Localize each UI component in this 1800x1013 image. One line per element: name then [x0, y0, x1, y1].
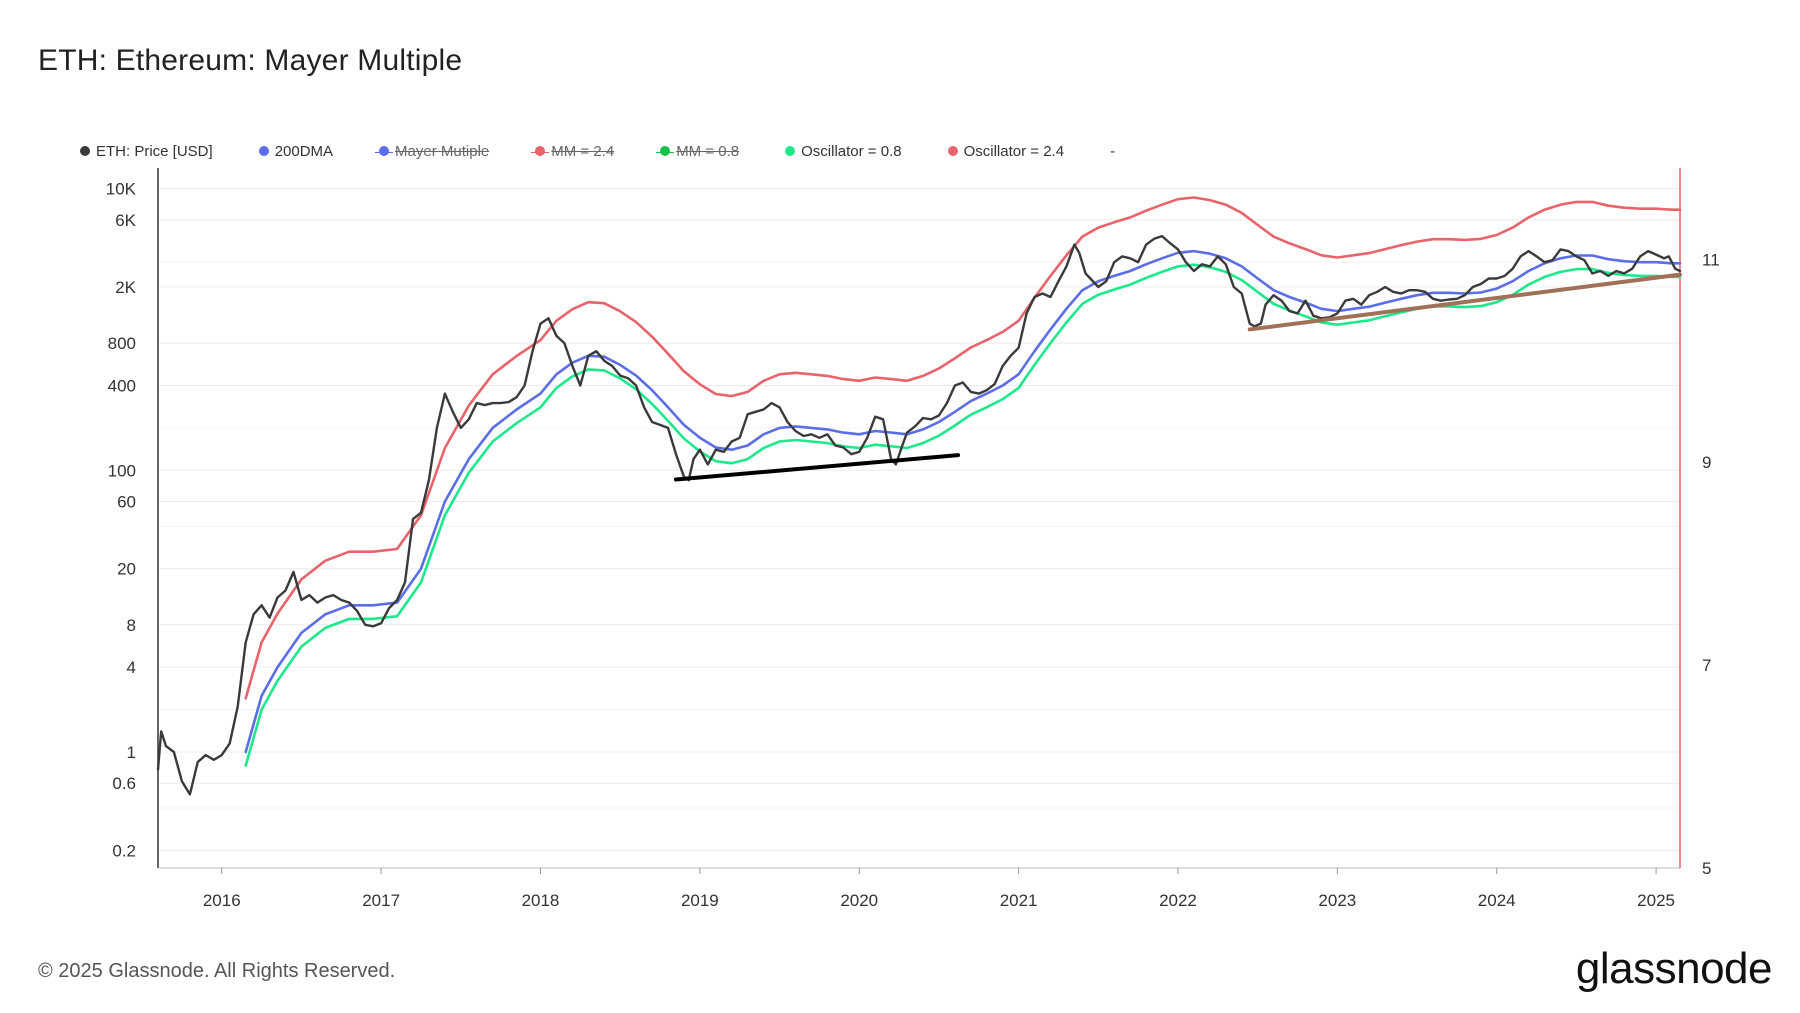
x-tick-label: 2022 — [1159, 891, 1197, 910]
x-tick-label: 2019 — [681, 891, 719, 910]
y-tick-label-right: 5 — [1702, 859, 1711, 878]
y-tick-label: 0.2 — [112, 841, 136, 860]
series-oscillator-0-8 — [244, 263, 1682, 767]
series-200dma — [244, 249, 1682, 754]
legend-label: Oscillator = 0.8 — [801, 142, 902, 160]
series-oscillator-2-4 — [244, 196, 1682, 700]
legend-label: 200DMA — [274, 142, 334, 160]
legend-label: MM = 2.4 — [551, 142, 615, 160]
y-tick-label: 800 — [108, 334, 136, 353]
legend-label: ETH: Price [USD] — [96, 142, 213, 160]
chart-title: ETH: Ethereum: Mayer Multiple — [38, 44, 463, 77]
legend-oscillator-0-8[interactable]: Oscillator = 0.8 — [785, 142, 902, 160]
legend-label: Mayer Mutiple — [395, 142, 490, 160]
series-eth-price — [156, 234, 1682, 796]
legend-200dma[interactable]: 200DMA — [258, 142, 334, 160]
legend-dot-icon — [258, 146, 269, 156]
legend-label: MM = 0.8 — [676, 142, 740, 160]
legend-eth-price[interactable]: ETH: Price [USD] — [80, 143, 213, 160]
x-tick-label: 2023 — [1318, 891, 1356, 910]
legend-strike-icon — [375, 151, 394, 153]
x-tick-label: 2024 — [1478, 891, 1516, 910]
x-tick-label: 2016 — [203, 891, 241, 910]
legend-strike-icon — [656, 151, 675, 153]
x-tick-label: 2018 — [522, 891, 560, 910]
x-tick-label: 2020 — [840, 891, 878, 910]
legend-label: Oscillator = 2.4 — [963, 142, 1065, 160]
x-tick-label: 2025 — [1637, 891, 1675, 910]
legend-dot-icon — [660, 146, 671, 156]
support-line-2019 — [673, 453, 961, 482]
legend-dot-icon — [785, 146, 796, 156]
y-tick-label: 6K — [115, 211, 136, 230]
x-tick-label: 2021 — [1000, 891, 1038, 910]
y-tick-label-right: 11 — [1702, 250, 1720, 269]
legend-label: - — [1110, 142, 1116, 160]
legend-dot-icon — [947, 146, 958, 156]
y-tick-label: 0.6 — [112, 774, 136, 793]
legend-mayer-multiple[interactable]: Mayer Mutiple — [375, 142, 490, 160]
legend-mm-2-4[interactable]: MM = 2.4 — [531, 142, 615, 160]
y-tick-label: 8 — [127, 616, 136, 635]
legend-dot-icon — [80, 146, 90, 156]
support-line-2022-2025 — [1247, 272, 1682, 332]
copyright-text: © 2025 Glassnode. All Rights Reserved. — [38, 960, 396, 982]
legend-dot-icon — [535, 146, 546, 156]
y-tick-label: 1 — [127, 743, 136, 762]
legend-oscillator-2-4[interactable]: Oscillator = 2.4 — [947, 142, 1065, 160]
chart-legend: ETH: Price [USD] 200DMA Mayer Mutiple MM = … — [80, 141, 1161, 161]
y-tick-label: 400 — [108, 376, 136, 395]
legend-mm-0-8[interactable]: MM = 0.8 — [656, 142, 740, 160]
glassnode-logo: glassnode — [1575, 944, 1773, 993]
legend-strike-icon — [531, 151, 550, 153]
y-tick-label-right: 9 — [1702, 453, 1711, 472]
y-tick-label: 10K — [106, 180, 137, 199]
y-tick-label: 2K — [115, 278, 136, 297]
x-tick-label: 2017 — [362, 891, 400, 910]
y-tick-label: 20 — [117, 560, 136, 579]
y-tick-label: 60 — [117, 493, 136, 512]
legend-dot-icon — [379, 146, 390, 156]
legend-extra[interactable]: - — [1110, 143, 1115, 160]
y-tick-label: 100 — [108, 461, 136, 480]
y-tick-label-right: 7 — [1702, 656, 1711, 675]
y-tick-label: 4 — [127, 658, 136, 677]
